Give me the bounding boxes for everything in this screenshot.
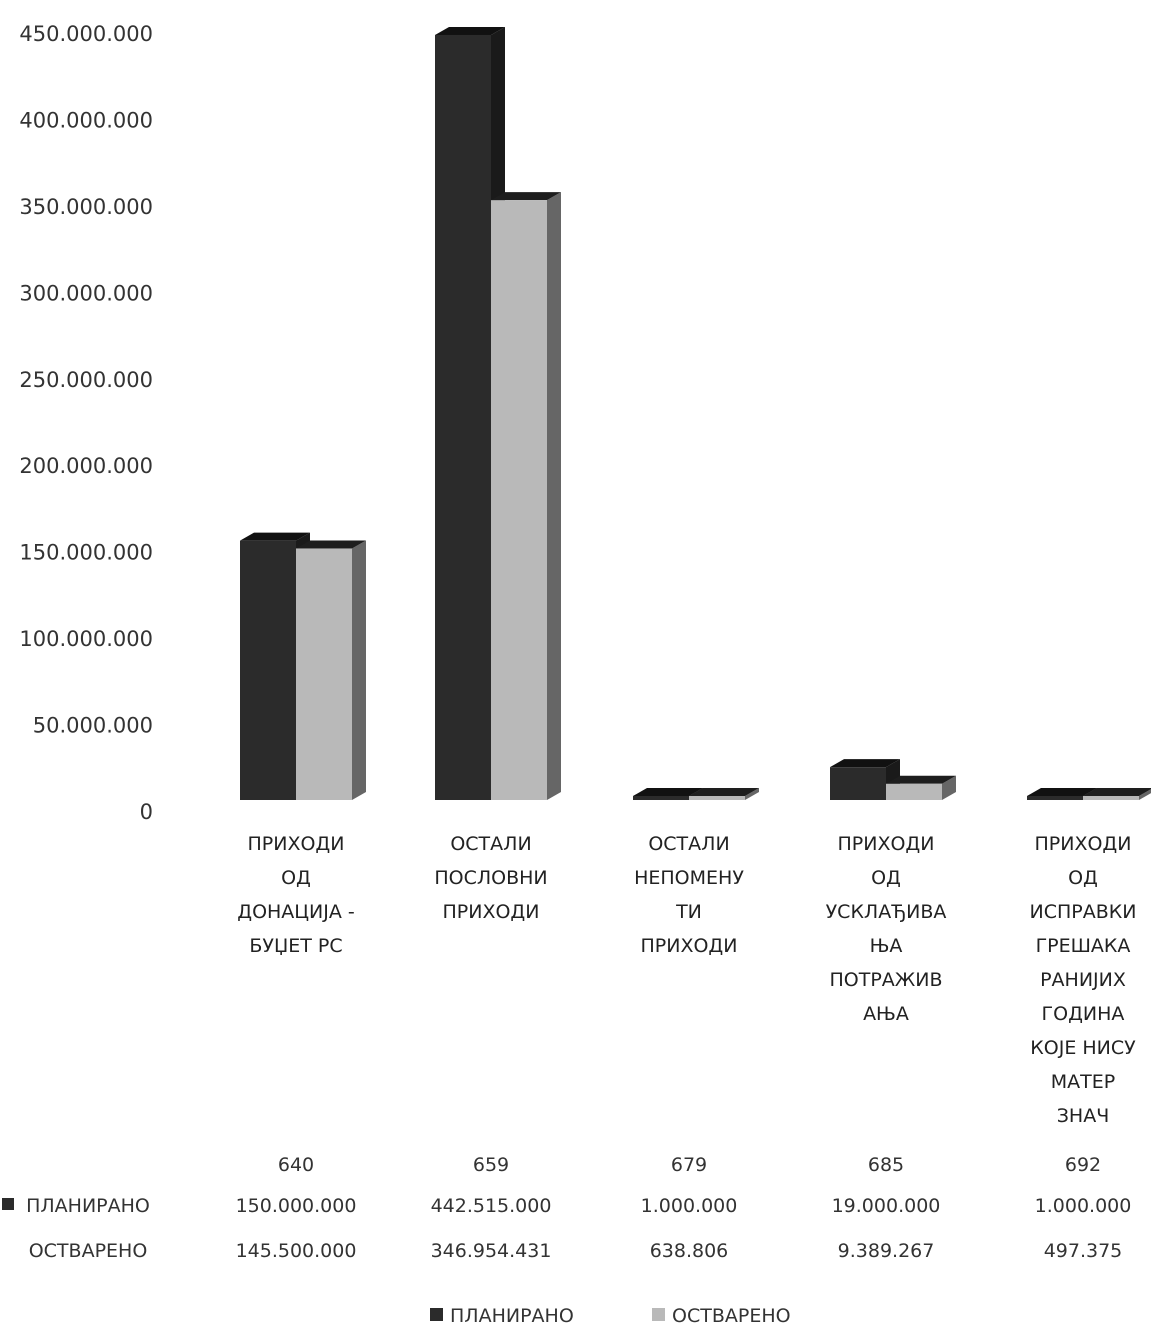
bar-top [886, 775, 956, 784]
category-label: ОД [281, 867, 311, 889]
bar-side [352, 540, 366, 800]
category-label: РАНИЈИХ [1040, 969, 1126, 991]
bar-top [435, 26, 505, 35]
bar-front [296, 548, 352, 800]
table-legend-key [2, 1198, 14, 1210]
category-label: ОД [1068, 867, 1098, 889]
y-tick-label: 0 [140, 800, 153, 824]
table-value: 1.000.000 [1035, 1195, 1132, 1217]
y-tick-label: 50.000.000 [33, 714, 153, 738]
table-value: 638.806 [650, 1240, 729, 1262]
category-label: ОД [871, 867, 901, 889]
bar-front [491, 200, 547, 800]
category-label: ПОТРАЖИВ [829, 969, 942, 991]
y-tick-label: 250.000.000 [19, 368, 153, 392]
category-code: 679 [671, 1154, 707, 1176]
table-value: 1.000.000 [641, 1195, 738, 1217]
y-tick-label: 400.000.000 [19, 108, 153, 132]
y-tick-label: 200.000.000 [19, 454, 153, 478]
category-label: ПРИХОДИ [641, 935, 738, 957]
category-label: КОЈЕ НИСУ [1030, 1037, 1136, 1059]
category-label: УСКЛАЂИВА [826, 901, 947, 923]
category-label: ГРЕШАКА [1036, 935, 1131, 957]
data-table: 640 659 679 685 692 ПЛАНИРАНО 150.000.000 442.5… [2, 1154, 1131, 1262]
bar-top [240, 532, 310, 541]
bar-front [1027, 796, 1083, 800]
bar-side [1139, 789, 1151, 800]
bar [296, 540, 366, 800]
bar-top [633, 788, 703, 796]
category-code: 692 [1065, 1154, 1101, 1176]
bar-front [240, 540, 296, 800]
category-code: 659 [473, 1154, 509, 1176]
bar-side [942, 775, 956, 800]
category-label: ТИ [675, 901, 702, 923]
bar-top [1083, 788, 1151, 796]
category-code: 685 [868, 1154, 904, 1176]
table-value: 19.000.000 [832, 1195, 941, 1217]
category-label: ГОДИНА [1042, 1003, 1125, 1025]
table-value: 442.515.000 [431, 1195, 552, 1217]
bar-top [491, 192, 561, 201]
bar [1083, 788, 1151, 800]
table-series-name: ОСТВАРЕНО [29, 1240, 148, 1262]
legend-label: ПЛАНИРАНО [450, 1305, 574, 1327]
category-label: ПРИХОДИ [838, 833, 935, 855]
category-label: ЗНАЧ [1057, 1105, 1110, 1127]
bar-front [633, 796, 689, 800]
category-label: ИСПРАВКИ [1030, 901, 1137, 923]
category-label: ПРИХОДИ [1035, 833, 1132, 855]
bar [689, 788, 759, 800]
bar [491, 192, 561, 800]
table-series-name: ПЛАНИРАНО [26, 1195, 150, 1217]
category-label: АЊА [863, 1003, 909, 1025]
y-tick-label: 150.000.000 [19, 541, 153, 565]
bar-top [830, 759, 900, 768]
legend-label: ОСТВАРЕНО [672, 1305, 791, 1327]
bar-side [745, 788, 759, 800]
bar-front [435, 34, 491, 800]
bar-front [1083, 796, 1139, 800]
table-value: 150.000.000 [236, 1195, 357, 1217]
category-label: ПРИХОДИ [248, 833, 345, 855]
category-label: НЕПОМЕНУ [634, 867, 744, 889]
bar-top [296, 540, 366, 549]
y-tick-label: 450.000.000 [19, 22, 153, 46]
legend-key [430, 1308, 443, 1321]
category-label: ПРИХОДИ [443, 901, 540, 923]
bar [886, 775, 956, 800]
table-value: 497.375 [1044, 1240, 1123, 1262]
y-tick-label: 350.000.000 [19, 195, 153, 219]
y-axis: 0 50.000.000 100.000.000 150.000.000 200.000… [19, 22, 153, 824]
table-value: 145.500.000 [236, 1240, 357, 1262]
category-label: МАТЕР [1051, 1071, 1115, 1093]
category-label: ПОСЛОВНИ [434, 867, 547, 889]
category-label: ОСТАЛИ [648, 833, 729, 855]
category-labels: ПРИХОДИ ОД ДОНАЦИЈА - БУЏЕТ РС ОСТАЛИ ПОСЛОВН… [237, 833, 1136, 1127]
category-label: БУЏЕТ РС [249, 935, 342, 957]
category-label: ОСТАЛИ [450, 833, 531, 855]
y-tick-label: 300.000.000 [19, 281, 153, 305]
bar-side [547, 192, 561, 800]
y-tick-label: 100.000.000 [19, 627, 153, 651]
legend: ПЛАНИРАНО ОСТВАРЕНО [430, 1305, 791, 1327]
category-label: ДОНАЦИЈА - [237, 901, 355, 923]
table-value: 346.954.431 [431, 1240, 552, 1262]
bar-top [1027, 788, 1097, 796]
bar-front [830, 767, 886, 800]
bar-front [886, 783, 942, 800]
bar-front [689, 796, 745, 800]
bars [240, 26, 1151, 800]
legend-key [652, 1308, 665, 1321]
category-code: 640 [278, 1154, 314, 1176]
table-value: 9.389.267 [838, 1240, 935, 1262]
category-label: ЊА [870, 935, 903, 957]
bar-top [689, 788, 759, 796]
